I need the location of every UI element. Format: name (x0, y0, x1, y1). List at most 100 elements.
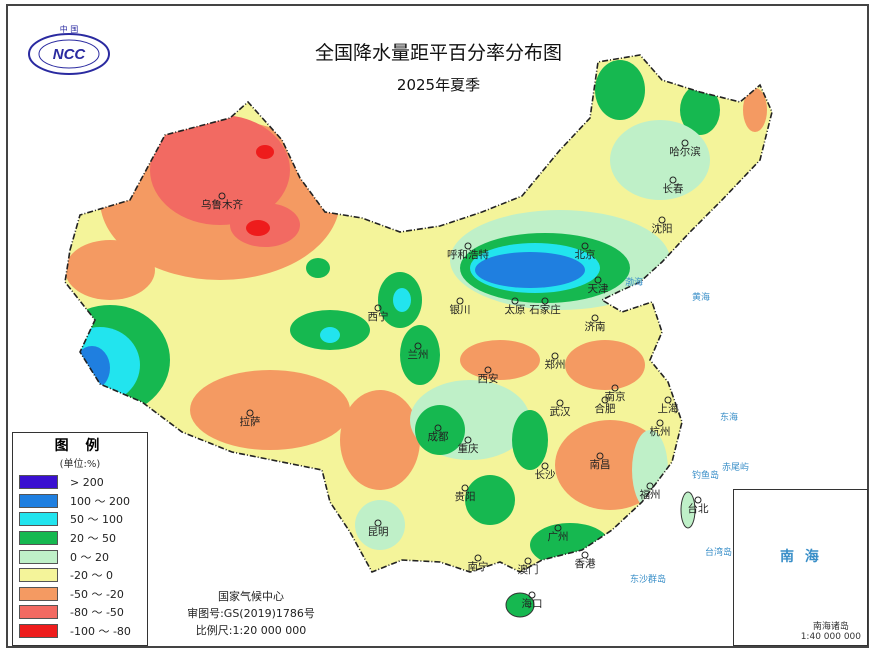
city-label: 哈尔滨 (669, 145, 701, 158)
inset-caption: 南海诸岛 (812, 622, 849, 632)
map-title: 全国降水量距平百分率分布图 (314, 42, 562, 64)
legend-item: 20 ～ 50 (13, 529, 147, 548)
city-label: 杭州 (650, 425, 671, 438)
legend-swatch (19, 531, 58, 546)
taiwan-island (680, 491, 696, 529)
city-marker (374, 304, 382, 312)
city-marker (528, 591, 536, 599)
city-label: 武汉 (550, 405, 571, 418)
city-label: 重庆 (458, 442, 479, 455)
city-label: 天津 (588, 283, 609, 295)
city-label: 福州 (640, 488, 661, 501)
city-label: 上海 (658, 402, 679, 415)
city-label: 乌鲁木齐 (201, 198, 243, 211)
city-marker (246, 409, 254, 417)
city-label: 西宁 (368, 310, 389, 323)
legend-label: 50 ～ 100 (70, 513, 123, 527)
legend-label: 100 ～ 200 (70, 494, 130, 508)
city-marker (656, 419, 664, 427)
city-marker (681, 139, 689, 147)
credit-scale: 比例尺:1:20 000 000 (195, 624, 307, 637)
city-marker (484, 366, 492, 374)
city-marker (464, 436, 472, 444)
city-label: 台北 (688, 502, 709, 515)
city-marker (581, 242, 589, 250)
legend-label: 20 ～ 50 (70, 532, 116, 546)
city-label: 太原 (505, 303, 526, 316)
city-label: 长春 (663, 183, 684, 195)
legend-swatch (19, 549, 58, 564)
sea-label: 台湾岛 (705, 546, 732, 558)
city-marker (474, 554, 482, 562)
map-subtitle: 2025年夏季 (396, 76, 481, 94)
city-marker (541, 297, 549, 305)
city-marker (374, 519, 382, 527)
city-label: 贵阳 (455, 490, 476, 503)
city-label: 济南 (585, 320, 606, 333)
credit-org: 国家气候中心 (218, 590, 284, 603)
legend-swatch (19, 586, 58, 601)
ncc-logo: NCC 中 国 (24, 22, 114, 78)
credit-review: 审图号:GS(2019)1786号 (187, 607, 315, 620)
city-marker (594, 276, 602, 284)
hainan-island (505, 592, 535, 618)
city-label: 广州 (548, 531, 569, 543)
city-marker (591, 314, 599, 322)
city-label: 银川 (450, 303, 471, 316)
city-label: 兰州 (408, 348, 429, 361)
legend: 图 例 (单位:%) > 200 100 ～ 200 50 ～ 100 20 ～ 50… (12, 432, 148, 646)
legend-label: 0 ～ 20 (70, 550, 109, 564)
sea-label: 东海 (720, 411, 738, 423)
legend-title: 图 例 (54, 438, 106, 454)
city-marker (646, 482, 654, 490)
city-label: 昆明 (368, 526, 389, 538)
city-label: 澳门 (518, 563, 539, 576)
legend-item: -100 ～ -80 (13, 622, 147, 641)
city-marker (464, 242, 472, 250)
city-label: 南京 (605, 390, 626, 403)
city-marker (611, 384, 619, 392)
legend-label: -100 ～ -80 (70, 625, 131, 639)
city-marker (541, 462, 549, 470)
city-label: 西安 (478, 372, 499, 385)
city-marker (556, 399, 564, 407)
legend-swatch (19, 568, 58, 583)
city-label: 合肥 (595, 402, 616, 415)
city-marker (218, 192, 226, 200)
city-label: 呼和浩特 (447, 249, 489, 261)
city-marker (511, 297, 519, 305)
legend-label: -50 ～ -20 (70, 587, 124, 601)
city-marker (664, 396, 672, 404)
legend-unit: (单位:%) (59, 459, 101, 470)
city-label: 北京 (575, 248, 596, 261)
city-marker (658, 216, 666, 224)
sea-label: 黄海 (692, 291, 710, 303)
city-marker (596, 452, 604, 460)
credit: 国家气候中心 审图号:GS(2019)1786号 比例尺:1:20 000 00… (186, 588, 316, 639)
legend-item: > 200 (13, 473, 147, 492)
legend-swatch (19, 475, 58, 490)
south-china-sea-inset: 南 海 南海诸岛 1:40 000 000 (733, 489, 868, 646)
legend-swatch (19, 493, 58, 508)
city-marker (581, 551, 589, 559)
city-marker (601, 396, 609, 404)
city-marker (694, 496, 702, 504)
legend-item: 0 ～ 20 (13, 547, 147, 566)
legend-swatch (19, 605, 58, 620)
city-label: 海口 (522, 597, 543, 610)
legend-label: -80 ～ -50 (70, 606, 124, 620)
city-label: 南宁 (468, 560, 489, 573)
city-label: 成都 (428, 431, 449, 443)
city-label: 沈阳 (652, 222, 673, 235)
city-label: 拉萨 (240, 415, 261, 428)
legend-item: 50 ～ 100 (13, 510, 147, 529)
sea-label: 东沙群岛 (630, 573, 666, 585)
city-marker (554, 524, 562, 532)
legend-item: -80 ～ -50 (13, 603, 147, 622)
legend-swatch (19, 624, 58, 639)
legend-item: -50 ～ -20 (13, 585, 147, 604)
inset-scale: 1:40 000 000 (800, 632, 861, 642)
